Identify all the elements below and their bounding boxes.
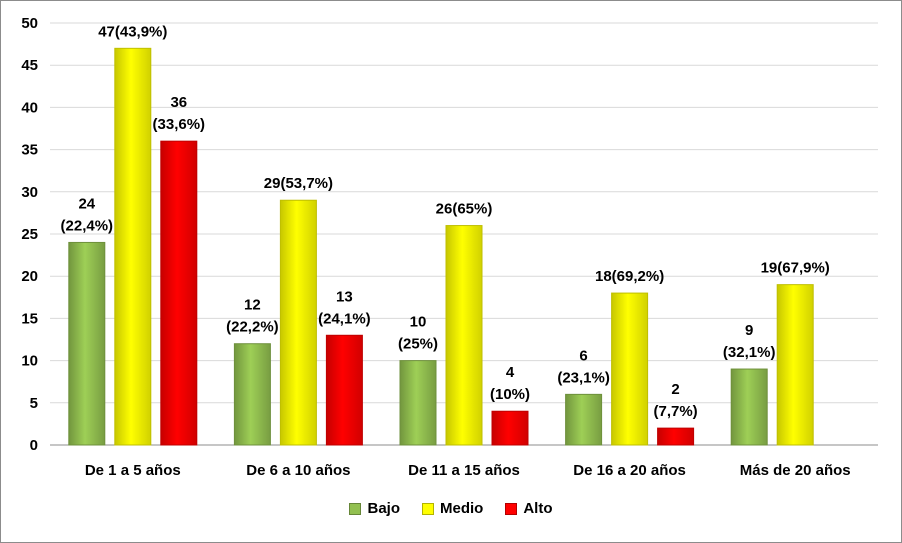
y-tick-label: 30 xyxy=(21,184,38,201)
bar-medio xyxy=(611,292,649,446)
data-label: 19(67,9%) xyxy=(761,260,830,277)
y-tick-label: 50 xyxy=(21,15,38,32)
x-tick-label: Más de 20 años xyxy=(740,462,851,479)
bar-bajo xyxy=(565,393,603,446)
bar-bajo xyxy=(233,343,271,446)
data-label: 13 xyxy=(336,288,353,305)
y-tick-label: 40 xyxy=(21,99,38,116)
y-tick-label: 45 xyxy=(21,57,38,74)
data-label: (23,1%) xyxy=(557,369,610,386)
legend-item-bajo: Bajo xyxy=(349,500,400,517)
data-label: 29(53,7%) xyxy=(264,175,333,192)
data-label: 18(69,2%) xyxy=(595,268,664,285)
y-tick-label: 0 xyxy=(30,437,38,454)
data-label: 47(43,9%) xyxy=(98,23,167,40)
bar-bajo xyxy=(68,241,106,446)
y-tick-label: 25 xyxy=(21,226,38,243)
data-label: 4 xyxy=(506,364,515,381)
data-label: (22,2%) xyxy=(226,319,279,336)
bar-alto xyxy=(325,334,363,446)
bar-alto xyxy=(491,410,529,446)
data-label: 10 xyxy=(410,314,427,331)
bar-alto xyxy=(160,140,198,446)
data-label: (22,4%) xyxy=(61,217,114,234)
data-label: (33,6%) xyxy=(153,116,206,133)
data-label: (25%) xyxy=(398,336,438,353)
legend-swatch xyxy=(349,502,362,515)
y-tick-label: 5 xyxy=(30,395,38,412)
bar-bajo xyxy=(730,368,768,446)
legend-swatch xyxy=(505,502,518,515)
bar-medio xyxy=(776,284,814,446)
y-tick-label: 35 xyxy=(21,142,38,159)
bar-medio xyxy=(279,199,317,446)
data-label: 9 xyxy=(745,322,753,339)
x-tick-label: De 1 a 5 años xyxy=(85,462,181,479)
data-label: 6 xyxy=(579,347,587,364)
y-tick-label: 15 xyxy=(21,310,38,327)
data-label: 26(65%) xyxy=(436,201,493,218)
y-tick-label: 20 xyxy=(21,268,38,285)
data-label: (32,1%) xyxy=(723,344,776,361)
legend-item-alto: Alto xyxy=(505,500,553,517)
bar-medio xyxy=(445,225,483,446)
data-label: 36 xyxy=(170,94,187,111)
data-label: 2 xyxy=(671,381,679,398)
legend-label: Bajo xyxy=(367,500,400,517)
data-label: (10%) xyxy=(490,386,530,403)
data-label: 12 xyxy=(244,297,261,314)
legend-label: Alto xyxy=(523,500,553,517)
data-label: 24 xyxy=(78,195,95,212)
chart-legend: Bajo Medio Alto xyxy=(0,500,902,517)
legend-label: Medio xyxy=(440,500,484,517)
x-tick-label: De 6 a 10 años xyxy=(246,462,350,479)
bar-medio xyxy=(114,47,152,446)
data-label: (24,1%) xyxy=(318,310,371,327)
bar-bajo xyxy=(399,360,437,446)
data-label: (7,7%) xyxy=(654,403,698,420)
legend-item-medio: Medio xyxy=(422,500,483,517)
bar-alto xyxy=(657,427,695,446)
x-tick-label: De 16 a 20 años xyxy=(573,462,686,479)
y-tick-label: 10 xyxy=(21,353,38,370)
x-tick-label: De 11 a 15 años xyxy=(408,462,520,479)
legend-swatch xyxy=(422,502,434,515)
